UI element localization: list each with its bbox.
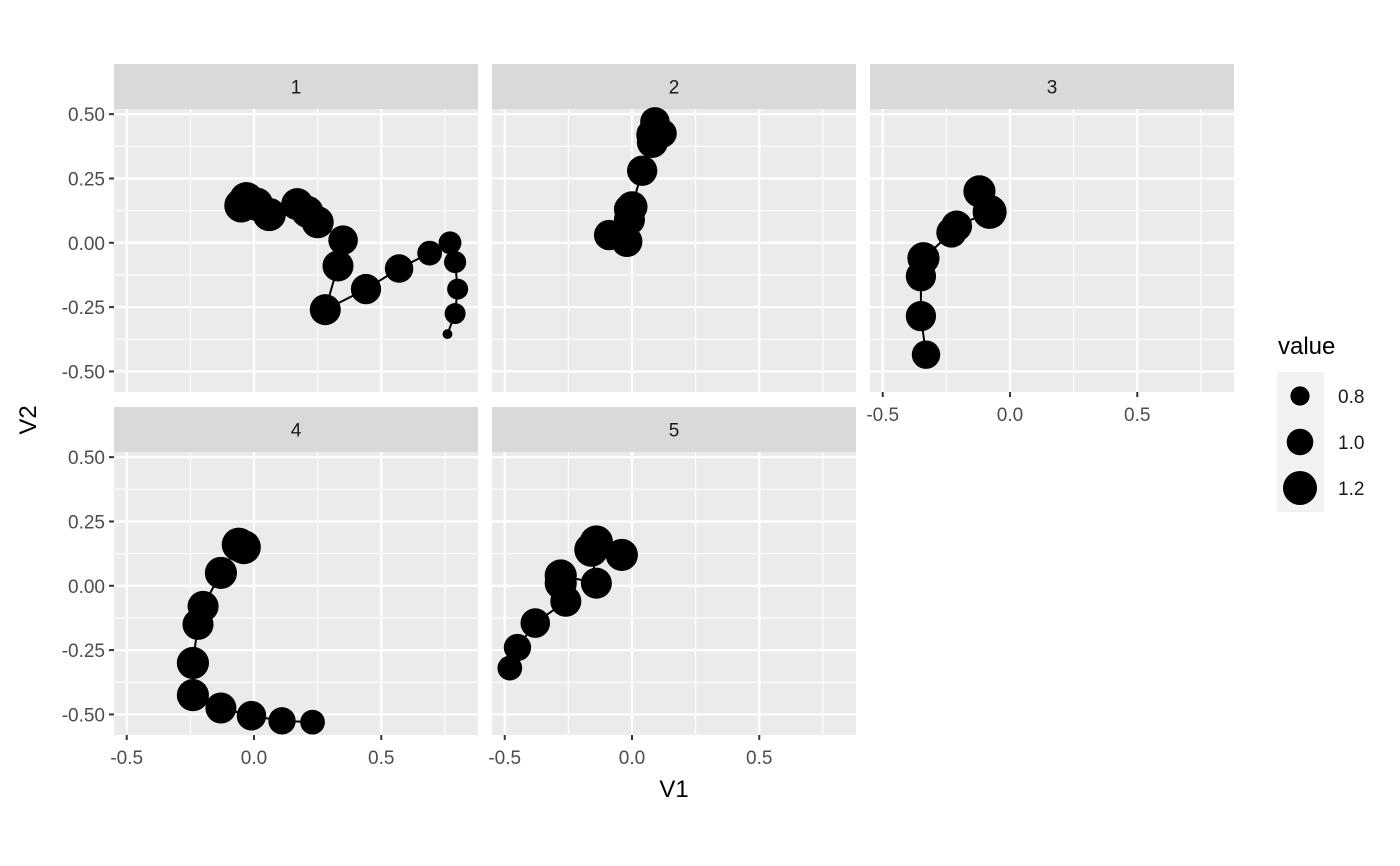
x-tick-label: -0.5 [488,748,521,769]
data-point [579,525,614,559]
x-tick-label: -0.5 [866,405,899,426]
panels-layer: 1 -0.50 -0.25 0.00 0.25 0.50 2 3 -0.5 0.0 0.5 4 -0.5… [62,64,1234,769]
legend-key-point [1290,386,1310,406]
data-point [322,250,354,282]
data-point [176,679,209,712]
data-point [438,231,462,255]
data-point [236,700,267,731]
data-point [205,692,237,724]
data-point [544,559,577,592]
facet-panel-4: 4 -0.50 -0.25 0.00 0.25 0.50 -0.5 0.0 0.5 [62,407,478,769]
data-point [963,175,996,208]
legend-keys: 0.8 1.0 1.2 [1282,386,1364,506]
data-point [384,254,414,283]
data-point [580,567,612,599]
legend-key-label: 1.0 [1338,433,1364,454]
data-point [442,329,453,340]
y-tick-label: -0.25 [62,298,105,319]
data-point [444,303,466,325]
x-tick-label: 0.5 [1124,405,1150,426]
facet-strip [492,407,856,452]
data-point [417,240,443,266]
facet-panel-2: 2 [492,64,856,392]
panel-background [492,452,856,735]
facet-panel-5: 5 -0.5 0.0 0.5 [488,407,856,769]
data-point [640,107,670,137]
data-point [350,273,382,305]
facet-strip-label: 2 [669,78,680,99]
facet-panel-3: 3 -0.5 0.0 0.5 [866,64,1234,426]
facet-strip-label: 5 [669,421,680,442]
y-tick-label: 0.25 [68,512,105,533]
legend-key-point [1286,428,1314,456]
facet-strip-label: 1 [291,78,302,99]
facet-panel-1: 1 -0.50 -0.25 0.00 0.25 0.50 [62,64,478,392]
x-tick-label: -0.5 [110,748,143,769]
x-tick-label: 0.0 [241,748,267,769]
x-tick-label: 0.0 [997,405,1023,426]
data-point [176,646,209,680]
x-axis-title: V1 [659,776,688,803]
legend-title: value [1278,333,1335,360]
data-point [328,225,358,255]
data-point [444,251,467,274]
facet-strip-label: 4 [291,421,302,442]
data-point [616,191,648,223]
data-point [905,300,937,332]
y-tick-label: 0.50 [68,448,105,469]
facet-strip [114,407,478,452]
data-point [605,538,638,571]
data-point [309,294,341,326]
panel-background [114,109,478,392]
y-tick-label: 0.00 [68,234,105,255]
data-point [941,210,973,242]
data-point [224,188,259,223]
data-point [497,655,523,681]
legend-key-label: 0.8 [1338,387,1364,408]
data-point [187,590,219,622]
y-tick-label: 0.50 [68,105,105,126]
x-tick-label: 0.0 [619,748,645,769]
x-tick-label: 0.5 [368,748,394,769]
x-tick-label: 0.5 [746,748,772,769]
panel-background [492,109,856,392]
data-point [911,340,941,369]
data-point [520,608,551,638]
data-point [204,556,237,590]
data-point [503,633,532,662]
data-point [447,278,469,300]
data-point [907,242,940,275]
facet-strip [870,64,1234,109]
y-tick-label: -0.50 [62,705,105,726]
data-point [268,707,296,735]
facet-strip [114,64,478,109]
y-tick-label: 0.00 [68,577,105,598]
data-point [627,155,658,186]
y-tick-label: 0.25 [68,169,105,190]
y-tick-label: -0.50 [62,362,105,383]
data-point [226,530,261,565]
facet-strip-label: 3 [1047,78,1058,99]
data-point [300,709,325,735]
panel-background [114,452,478,735]
legend: value 0.8 1.0 1.2 [1277,333,1364,512]
y-tick-label: -0.25 [62,641,105,662]
legend-key-label: 1.2 [1338,479,1364,500]
data-point [281,188,314,221]
facet-strip [492,64,856,109]
legend-key-point [1282,470,1318,506]
y-axis-title: V2 [15,405,42,434]
